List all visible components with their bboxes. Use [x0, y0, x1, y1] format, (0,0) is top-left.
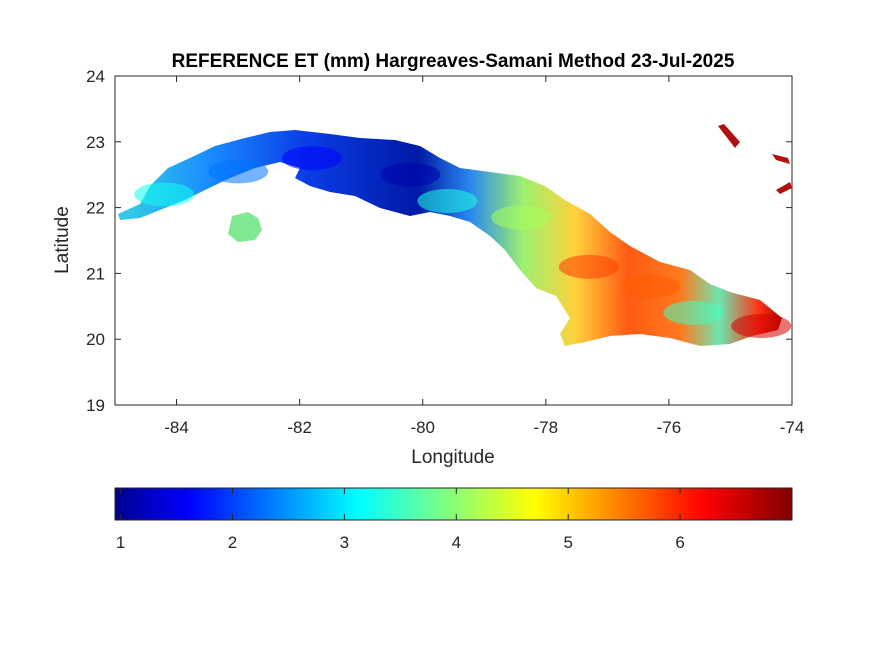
colorbar-ticks: 1 2 3 4 5 6	[116, 488, 685, 552]
value-mark-2	[281, 146, 342, 171]
x-axis: -84 -82 -80 -78 -76 -74	[164, 76, 804, 437]
value-mark-8	[663, 300, 724, 325]
colorbar-tick-label-0: 1	[116, 533, 125, 552]
colorbar-tick-label-3: 4	[452, 533, 461, 552]
value-mark-4	[417, 189, 478, 214]
value-mark-5	[491, 205, 552, 230]
chart-title: REFERENCE ET (mm) Hargreaves-Samani Meth…	[172, 51, 735, 72]
x-tick-label-1: -82	[287, 418, 312, 437]
x-tick-label-4: -76	[657, 418, 682, 437]
colorbar	[114, 487, 793, 521]
colorbar-tick-label-2: 3	[340, 533, 349, 552]
et-map-layer	[118, 124, 792, 346]
value-marks	[134, 146, 792, 339]
value-mark-7	[620, 274, 681, 299]
value-mark-1	[208, 159, 269, 184]
x-tick-label-3: -78	[534, 418, 559, 437]
colorbar-tick-label-4: 5	[563, 533, 572, 552]
value-mark-3	[380, 162, 441, 187]
y-tick-label-1: 20	[86, 330, 105, 349]
x-axis-label: Longitude	[411, 447, 494, 468]
colorbar-tick-label-5: 6	[675, 533, 684, 552]
y-tick-label-0: 19	[86, 396, 105, 415]
value-mark-6	[558, 254, 619, 279]
y-tick-label-5: 24	[86, 67, 105, 86]
value-mark-0	[134, 182, 195, 207]
value-mark-9	[731, 314, 792, 339]
east-islands	[718, 124, 792, 194]
y-tick-label-3: 22	[86, 199, 105, 218]
x-tick-label-0: -84	[164, 418, 189, 437]
cuba-main-island	[118, 130, 782, 346]
y-tick-label-2: 21	[86, 264, 105, 283]
y-tick-label-4: 23	[86, 133, 105, 152]
colorbar-tick-label-1: 2	[228, 533, 237, 552]
y-axis-label: Latitude	[52, 206, 73, 274]
plot-area	[114, 75, 793, 406]
x-tick-label-2: -80	[410, 418, 435, 437]
isla-de-la-juventud	[228, 212, 262, 242]
x-tick-label-5: -74	[780, 418, 805, 437]
y-axis: 19 20 21 22 23 24	[86, 67, 792, 415]
